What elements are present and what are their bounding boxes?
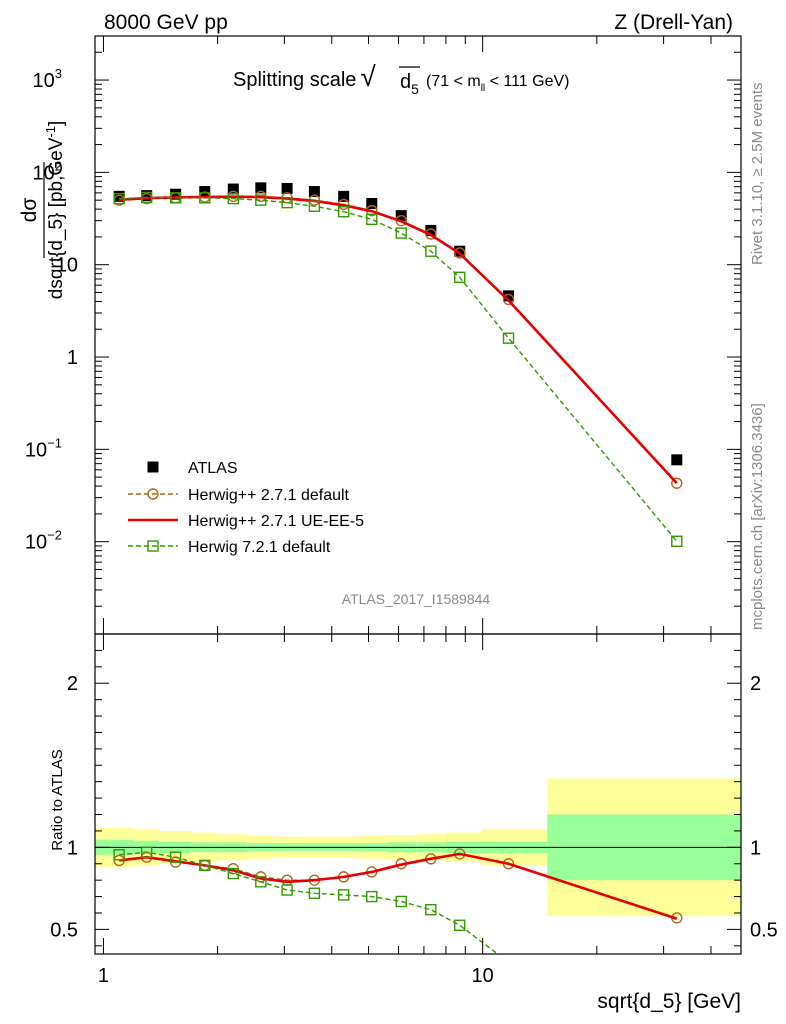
legend-label: ATLAS xyxy=(188,460,238,477)
y-tick-label: 10 xyxy=(56,255,78,277)
legend-marker xyxy=(147,488,159,500)
ratio-series-layer xyxy=(113,846,683,954)
herwig7-default-ratio-point xyxy=(308,887,321,899)
atlas-point xyxy=(366,198,378,210)
atlas-point xyxy=(255,182,267,194)
ratio-y-tick-label-right: 0.5 xyxy=(750,919,778,941)
herwig7-default-ratio-point xyxy=(366,890,378,903)
herwig7-default-point xyxy=(366,213,378,226)
herwig7-default-point xyxy=(227,192,239,205)
herwig7-default-ratio-line xyxy=(119,851,499,954)
atlas-point xyxy=(308,186,320,198)
atlas-point xyxy=(113,190,125,202)
ylabel-denominator: dsqrt{d_5} [pb,GeV-1] xyxy=(43,121,67,299)
rivet-label: Rivet 3.1.10, ≥ 2.5M events xyxy=(749,83,766,266)
atlas-point xyxy=(503,290,515,302)
herwig7-default-point xyxy=(425,245,437,257)
atlas-point xyxy=(281,182,293,194)
herwig7-default-line xyxy=(119,196,678,542)
herwig7-default-ratio-point xyxy=(140,846,153,858)
legend-label: Herwig 7.2.1 default xyxy=(188,539,331,556)
y-tick-label: 1 xyxy=(67,347,78,369)
process-label: Z (Drell-Yan) xyxy=(614,11,733,34)
herwig7-default-ratio-point xyxy=(113,849,125,861)
legend: ATLAS Herwig++ 2.7.1 default Herwig++ 2.7.… xyxy=(128,460,364,556)
atlas-point xyxy=(671,454,683,466)
ratio-y-axis: 0.5 0.5 1 1 2 2 xyxy=(50,649,778,947)
main-series-layer xyxy=(113,182,683,547)
main-title: Splitting scale √ xyxy=(233,61,376,92)
ratio-y-tick-label: 1 xyxy=(67,837,78,859)
herwig7-default-point xyxy=(169,192,182,204)
legend-marker-atlas xyxy=(147,461,159,473)
main-title-range: (71 < mll < 111 GeV) xyxy=(426,73,569,94)
atlas-point xyxy=(227,183,239,195)
x-tick-label: 10 xyxy=(472,965,494,987)
ylabel-numerator: dσ xyxy=(18,198,41,223)
atlas-point xyxy=(170,188,182,200)
ratio-y-tick-label: 0.5 xyxy=(50,919,78,941)
herwigpp-default-point xyxy=(502,293,515,306)
ratio-ylabel: Ratio to ATLAS xyxy=(49,749,66,850)
herwig7-default-point xyxy=(337,206,350,218)
herwig7-default-point xyxy=(199,192,211,204)
herwig7-default-ratio-point xyxy=(281,884,293,896)
herwig7-default-ratio-point xyxy=(199,859,211,872)
legend-label: Herwig++ 2.7.1 default xyxy=(188,487,350,504)
atlas-point xyxy=(454,245,466,257)
herwig7-default-point xyxy=(113,192,125,205)
herwig7-default-ratio-point xyxy=(227,867,239,880)
herwig7-default-point xyxy=(308,200,321,212)
ratio-plot-frame xyxy=(94,633,742,955)
herwigpp-default-point xyxy=(671,477,683,489)
herwig7-default-point xyxy=(671,535,683,547)
herwig7-default-point xyxy=(395,227,407,239)
energy-label: 8000 GeV pp xyxy=(104,11,228,34)
x-tick-label: 1 xyxy=(98,965,109,987)
y-tick-label: 103 xyxy=(33,66,62,92)
ratio-y-tick-label-right: 1 xyxy=(750,837,761,859)
herwig7-default-ratio-point xyxy=(425,903,437,916)
herwig7-default-point xyxy=(454,271,466,284)
atlas-point xyxy=(141,190,153,202)
x-axis: 1 10 xyxy=(98,634,712,987)
main-ylabel: dσ dsqrt{d_5} [pb,GeV-1] xyxy=(18,121,67,299)
herwig7-default-point xyxy=(281,196,293,209)
herwigpp-ueee5-ratio-line xyxy=(118,852,678,920)
legend-label: Herwig++ 2.7.1 UE-EE-5 xyxy=(188,513,364,530)
ratio-uncertainty-bands xyxy=(95,778,741,917)
atlas-point xyxy=(425,224,437,236)
mcplots-label: mcplots.cern.ch [arXiv:1306.3436] xyxy=(749,403,766,630)
herwig7-default-ratio-point xyxy=(454,919,466,931)
analysis-watermark: ATLAS_2017_I1589844 xyxy=(342,591,491,607)
ratio-y-tick-label-right: 2 xyxy=(750,673,761,695)
ratio-y-tick-label: 2 xyxy=(67,673,78,695)
herwig7-default-ratio-point xyxy=(255,876,267,888)
atlas-point xyxy=(338,190,350,202)
herwig7-default-point xyxy=(502,332,515,344)
herwigpp-default-point xyxy=(454,247,466,259)
herwig7-default-ratio-point xyxy=(169,851,182,863)
legend-marker xyxy=(147,540,159,552)
herwig7-default-ratio-point xyxy=(337,889,350,901)
herwig7-default-point xyxy=(140,191,153,204)
y-tick-label: 10−2 xyxy=(25,528,62,554)
x-axis-label: sqrt{d_5} [GeV] xyxy=(597,990,741,1013)
herwig7-default-point xyxy=(255,194,267,206)
main-title-var: d5 xyxy=(400,71,419,97)
herwig7-default-ratio-point xyxy=(395,895,407,908)
y-tick-label: 10−1 xyxy=(25,435,62,461)
